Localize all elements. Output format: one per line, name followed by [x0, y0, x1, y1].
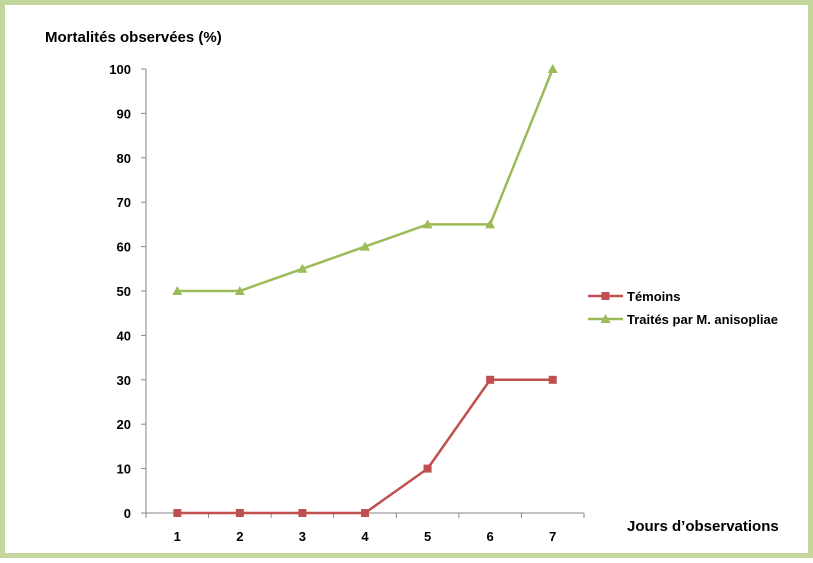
legend: Témoins Traités par M. anisopliae	[588, 289, 778, 327]
data-point	[298, 509, 307, 517]
axes: 0 10 20 30 40 50 60 70 80 90 100 1 2 3 4 5 6 7	[109, 62, 585, 544]
legend-entry-2: Traités par M. anisopliae	[588, 312, 778, 327]
y-axis-title: Mortalités observées (%)	[45, 29, 222, 46]
x-tick-label: 1	[174, 529, 181, 544]
data-point	[235, 509, 244, 517]
data-point	[173, 509, 182, 517]
y-tick-label: 70	[117, 195, 131, 210]
data-point	[547, 64, 558, 73]
series-line	[177, 68, 554, 293]
x-axis-title: Jours d’observations	[627, 518, 779, 535]
y-tick-label: 0	[124, 506, 131, 521]
legend-marker	[601, 292, 610, 300]
y-tick-label: 10	[117, 462, 131, 477]
y-tick-label: 30	[117, 373, 131, 388]
data-point	[234, 286, 245, 295]
legend-entry-1: Témoins	[588, 289, 680, 304]
legend-marker	[600, 314, 611, 323]
legend-label: Traités par M. anisopliae	[627, 312, 778, 327]
legend-label: Témoins	[627, 289, 680, 304]
y-tick-label: 90	[117, 106, 131, 121]
series-2	[172, 64, 558, 295]
data-point	[297, 263, 308, 273]
y-tick-label: 40	[117, 328, 131, 343]
y-tick-label: 80	[117, 151, 131, 166]
data-point	[485, 219, 496, 229]
series-1	[173, 375, 557, 517]
data-point	[172, 286, 183, 295]
y-tick-label: 100	[109, 62, 131, 77]
x-tick-label: 5	[424, 529, 431, 544]
data-point	[360, 241, 370, 251]
line-chart: Mortalités observées (%) Jours d’observa…	[45, 29, 779, 544]
x-tick-label: 4	[361, 529, 369, 544]
y-tick-label: 50	[117, 284, 131, 299]
data-point	[423, 464, 432, 473]
data-point	[486, 375, 495, 384]
series-layer	[172, 64, 558, 517]
data-point	[422, 219, 433, 229]
y-tick-label: 60	[117, 240, 131, 255]
y-tick-label: 20	[117, 417, 131, 432]
x-tick-label: 6	[487, 529, 494, 544]
x-tick-label: 2	[236, 529, 243, 544]
series-line	[177, 378, 553, 515]
data-point	[361, 509, 369, 517]
x-tick-label: 7	[549, 529, 556, 544]
x-tick-label: 3	[299, 529, 306, 544]
data-point	[548, 375, 557, 384]
